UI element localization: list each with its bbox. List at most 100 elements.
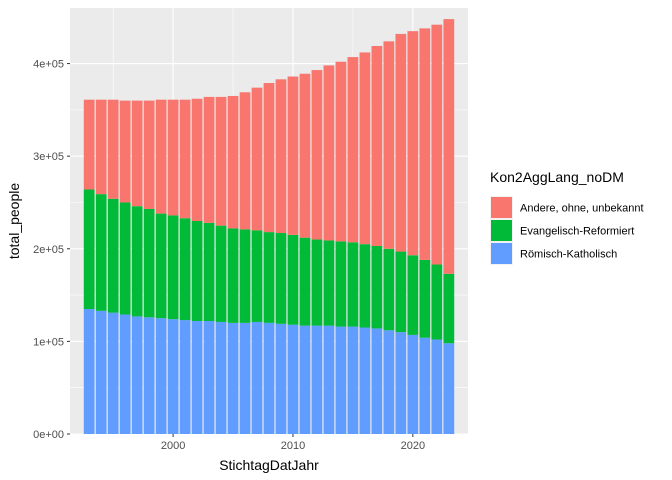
bar-andere-ohne-unbekannt-1998 xyxy=(143,100,155,209)
x-tick-label: 2010 xyxy=(281,440,305,452)
bar-andere-ohne-unbekannt-1999 xyxy=(155,99,167,214)
bar-r-misch-katholisch-2010 xyxy=(287,324,299,434)
bar-andere-ohne-unbekannt-2022 xyxy=(431,24,443,265)
bar-evangelisch-reformiert-2013 xyxy=(323,240,335,326)
y-tick-label: 1e+05 xyxy=(33,336,64,348)
bar-andere-ohne-unbekannt-2023 xyxy=(443,19,455,274)
bar-evangelisch-reformiert-2009 xyxy=(275,233,287,324)
bar-evangelisch-reformiert-2008 xyxy=(263,232,275,323)
bar-r-misch-katholisch-1995 xyxy=(107,312,119,434)
legend-entry-label: Evangelisch-Reformiert xyxy=(520,226,634,238)
bar-andere-ohne-unbekannt-1995 xyxy=(107,99,119,199)
bar-r-misch-katholisch-2000 xyxy=(167,319,179,434)
bar-r-misch-katholisch-2022 xyxy=(431,339,443,434)
bar-r-misch-katholisch-2007 xyxy=(251,321,263,434)
bar-evangelisch-reformiert-2011 xyxy=(299,237,311,326)
bar-r-misch-katholisch-1996 xyxy=(119,314,131,434)
bar-andere-ohne-unbekannt-2013 xyxy=(323,65,335,241)
bar-andere-ohne-unbekannt-2019 xyxy=(395,33,407,252)
bar-evangelisch-reformiert-2020 xyxy=(407,255,419,335)
bar-evangelisch-reformiert-2002 xyxy=(191,221,203,322)
bar-andere-ohne-unbekannt-2004 xyxy=(215,96,227,226)
bar-andere-ohne-unbekannt-2018 xyxy=(383,41,395,249)
bar-evangelisch-reformiert-1994 xyxy=(95,194,107,311)
bar-evangelisch-reformiert-1995 xyxy=(107,198,119,313)
legend-key-swatch xyxy=(491,220,512,241)
bar-r-misch-katholisch-2004 xyxy=(215,321,227,434)
bar-andere-ohne-unbekannt-2009 xyxy=(275,79,287,234)
bar-evangelisch-reformiert-2005 xyxy=(227,228,239,323)
bar-andere-ohne-unbekannt-2006 xyxy=(239,92,251,230)
y-axis-title: total_people xyxy=(6,183,22,260)
legend-key-swatch xyxy=(491,243,512,264)
bar-evangelisch-reformiert-1998 xyxy=(143,208,155,318)
y-tick-label: 0e+00 xyxy=(33,429,64,441)
bar-evangelisch-reformiert-2001 xyxy=(179,218,191,321)
bar-evangelisch-reformiert-2010 xyxy=(287,234,299,325)
bar-andere-ohne-unbekannt-2011 xyxy=(299,73,311,238)
y-tick-label: 4e+05 xyxy=(33,59,64,71)
bar-r-misch-katholisch-2001 xyxy=(179,320,191,434)
bar-r-misch-katholisch-2011 xyxy=(299,325,311,434)
legend-title: Kon2AggLang_noDM xyxy=(490,169,624,185)
bar-evangelisch-reformiert-2021 xyxy=(419,259,431,338)
x-tick-label: 2020 xyxy=(401,440,425,452)
bar-evangelisch-reformiert-2014 xyxy=(335,241,347,327)
bar-r-misch-katholisch-1999 xyxy=(155,318,167,434)
bar-evangelisch-reformiert-2012 xyxy=(311,239,323,326)
bar-r-misch-katholisch-1993 xyxy=(83,308,95,434)
bar-r-misch-katholisch-1998 xyxy=(143,317,155,434)
bar-andere-ohne-unbekannt-1997 xyxy=(131,100,143,207)
legend: Kon2AggLang_noDM Andere, ohne, unbekannt… xyxy=(490,169,644,265)
legend-entry-label: Andere, ohne, unbekannt xyxy=(520,203,644,215)
bar-r-misch-katholisch-1994 xyxy=(95,310,107,434)
bar-andere-ohne-unbekannt-1993 xyxy=(83,99,95,190)
bar-andere-ohne-unbekannt-1994 xyxy=(95,99,107,195)
bar-andere-ohne-unbekannt-2012 xyxy=(311,70,323,240)
bar-andere-ohne-unbekannt-2014 xyxy=(335,61,347,242)
bars xyxy=(83,19,455,434)
bar-r-misch-katholisch-2008 xyxy=(263,322,275,434)
bar-r-misch-katholisch-2023 xyxy=(443,343,455,434)
bar-evangelisch-reformiert-2015 xyxy=(347,242,359,327)
bar-andere-ohne-unbekannt-2020 xyxy=(407,31,419,256)
bar-r-misch-katholisch-2016 xyxy=(359,327,371,434)
bar-evangelisch-reformiert-1997 xyxy=(131,206,143,317)
bar-evangelisch-reformiert-2018 xyxy=(383,248,395,331)
bar-andere-ohne-unbekannt-2002 xyxy=(191,98,203,221)
x-axis-title: StichtagDatJahr xyxy=(219,457,319,473)
bar-r-misch-katholisch-2013 xyxy=(323,325,335,434)
bar-andere-ohne-unbekannt-2010 xyxy=(287,76,299,235)
bar-evangelisch-reformiert-1996 xyxy=(119,202,131,315)
bar-evangelisch-reformiert-2006 xyxy=(239,229,251,323)
bar-evangelisch-reformiert-2022 xyxy=(431,264,443,340)
bar-r-misch-katholisch-2018 xyxy=(383,330,395,434)
bar-andere-ohne-unbekannt-2008 xyxy=(263,83,275,233)
bar-r-misch-katholisch-2014 xyxy=(335,326,347,434)
legend-key-swatch xyxy=(491,197,512,218)
bar-evangelisch-reformiert-2000 xyxy=(167,215,179,320)
bar-andere-ohne-unbekannt-2007 xyxy=(251,87,263,231)
y-tick-label: 2e+05 xyxy=(33,244,64,256)
bar-r-misch-katholisch-2019 xyxy=(395,332,407,434)
bar-r-misch-katholisch-2012 xyxy=(311,325,323,434)
bar-evangelisch-reformiert-2004 xyxy=(215,225,227,322)
bar-r-misch-katholisch-1997 xyxy=(131,316,143,434)
bar-evangelisch-reformiert-2007 xyxy=(251,230,263,322)
bar-r-misch-katholisch-2021 xyxy=(419,337,431,434)
bar-andere-ohne-unbekannt-2017 xyxy=(371,45,383,247)
bar-r-misch-katholisch-2009 xyxy=(275,323,287,434)
bar-r-misch-katholisch-2006 xyxy=(239,322,251,434)
bar-evangelisch-reformiert-2019 xyxy=(395,251,407,333)
bar-andere-ohne-unbekannt-2015 xyxy=(347,57,359,243)
bar-evangelisch-reformiert-2017 xyxy=(371,246,383,329)
bar-andere-ohne-unbekannt-2021 xyxy=(419,28,431,260)
y-tick-label: 3e+05 xyxy=(33,151,64,163)
legend-entry-label: Römisch-Katholisch xyxy=(520,249,617,261)
bar-andere-ohne-unbekannt-2005 xyxy=(227,95,239,229)
bar-r-misch-katholisch-2015 xyxy=(347,326,359,434)
bar-r-misch-katholisch-2017 xyxy=(371,328,383,434)
bar-andere-ohne-unbekannt-2003 xyxy=(203,96,215,223)
bar-r-misch-katholisch-2002 xyxy=(191,321,203,434)
